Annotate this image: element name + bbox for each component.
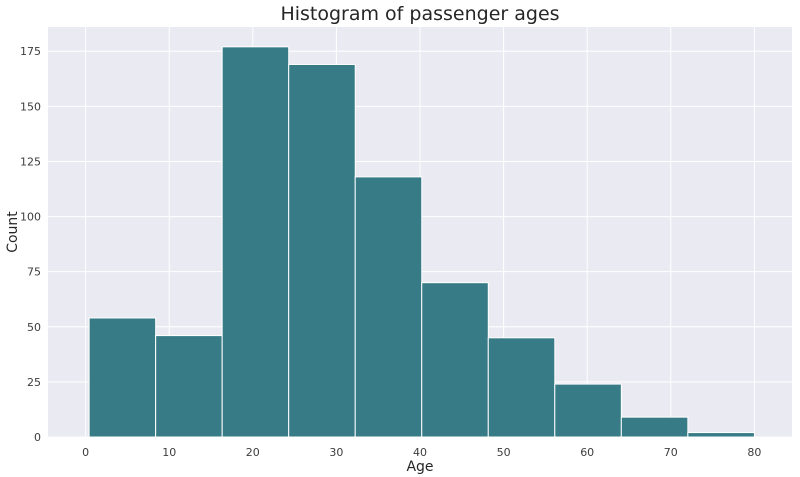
histogram-bar [221,46,290,438]
x-tick-label: 50 [497,446,511,459]
histogram-bar [421,282,489,438]
histogram-bar [554,383,622,438]
x-tick-label: 40 [413,446,427,459]
x-axis-label: Age [406,459,433,475]
histogram-bar [620,416,689,438]
y-axis-label: Count [5,211,21,253]
x-tick-label: 60 [580,446,594,459]
x-tick-label: 10 [162,446,176,459]
bars [88,46,755,438]
histogram-bar [487,337,556,438]
y-tick-label: 0 [34,431,41,444]
x-tick-label: 30 [329,446,343,459]
x-tick-label: 20 [246,446,260,459]
chart-title: Histogram of passenger ages [280,3,559,25]
histogram-bar [155,335,223,438]
y-tick-label: 100 [20,211,41,224]
x-tick-label: 0 [82,446,89,459]
y-tick-labels: 0 25 50 75 100 125 150 175 [20,45,41,444]
y-tick-label: 150 [20,100,41,113]
x-tick-label: 70 [664,446,678,459]
x-tick-label: 80 [747,446,761,459]
x-tick-labels: 0 10 20 30 40 50 60 70 80 [82,446,761,459]
histogram-bar [288,63,356,438]
y-tick-label: 50 [27,321,41,334]
y-tick-label: 25 [27,376,41,389]
y-tick-label: 75 [27,266,41,279]
histogram-bar [687,432,755,438]
histogram-bar [354,176,423,438]
histogram-bar [88,317,157,438]
y-tick-label: 175 [20,45,41,58]
y-tick-label: 125 [20,155,41,168]
